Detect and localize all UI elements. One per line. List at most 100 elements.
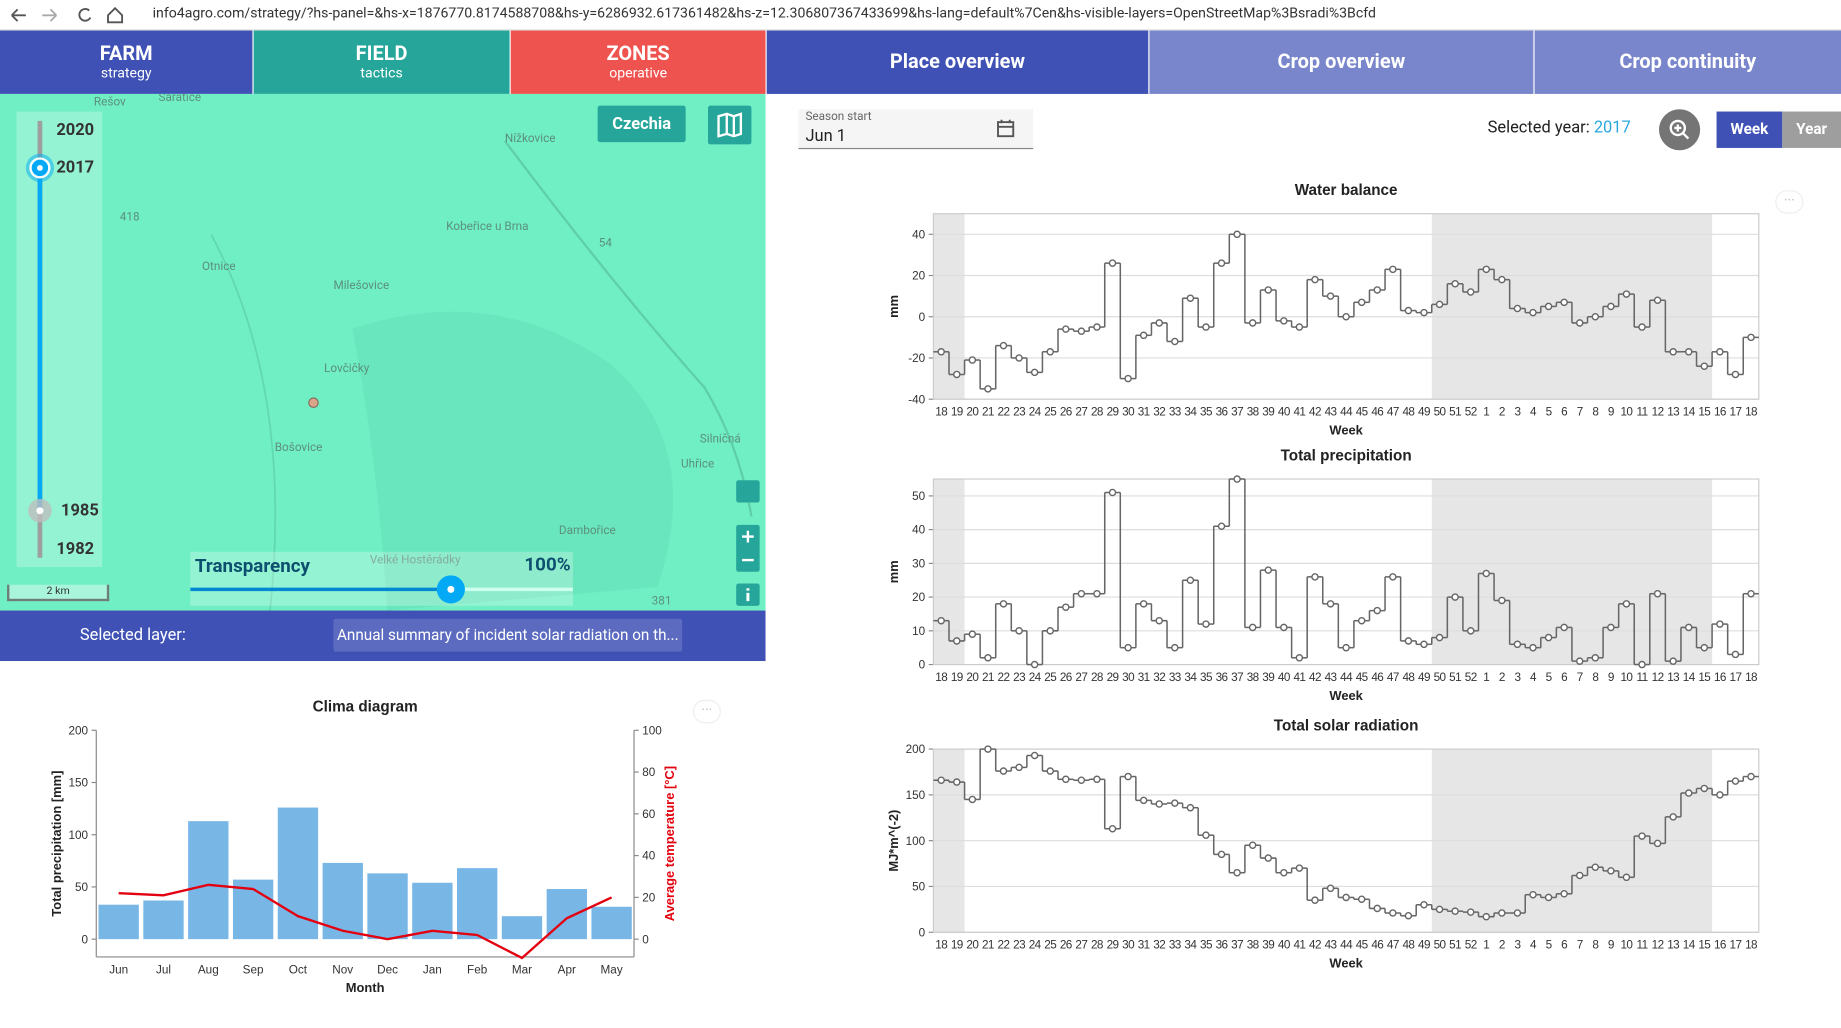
point <box>937 616 945 625</box>
point <box>1653 589 1662 598</box>
season-start-field[interactable]: Season start Jun 1 <box>798 109 1034 150</box>
view-tab[interactable]: Crop continuity <box>1534 30 1841 94</box>
x-tick-label: 24 <box>1029 939 1042 952</box>
point <box>937 776 945 784</box>
chart-menu[interactable]: ··· <box>692 699 721 724</box>
point <box>1575 657 1584 665</box>
view-tab[interactable]: Place overview <box>766 30 1149 94</box>
zoom-icons <box>742 530 754 562</box>
y2-tick-label: 40 <box>642 850 656 863</box>
x-tick-label: 42 <box>1309 406 1321 419</box>
view-tab[interactable]: Crop overview <box>1149 30 1534 94</box>
y-tick-label: -40 <box>908 393 925 406</box>
point <box>1108 259 1117 267</box>
x-tick-label: 5 <box>1546 939 1553 952</box>
url[interactable]: info4agro.com/strategy/?hs-panel=&hs-x=1… <box>152 4 1376 22</box>
x-tick-label: 45 <box>1356 406 1369 419</box>
x-tick-label: 5 <box>1546 406 1553 419</box>
transparency-slider[interactable]: Transparency 100% <box>190 551 573 606</box>
point <box>1435 300 1444 309</box>
point <box>953 370 961 379</box>
point <box>1217 850 1226 859</box>
point <box>968 356 977 364</box>
x-tick-label: 33 <box>1169 406 1182 419</box>
plot-frame <box>932 748 1760 933</box>
point <box>1326 884 1335 893</box>
x-tick-label: 27 <box>1075 939 1087 952</box>
y-tick-label: 150 <box>906 789 926 802</box>
x-tick-label: 10 <box>1620 406 1633 419</box>
x-tick-label: 3 <box>1514 671 1521 684</box>
x-tick-label: May <box>601 963 623 976</box>
x-tick-label: 9 <box>1608 671 1614 684</box>
compass-button[interactable] <box>736 480 760 503</box>
selected-layer-button[interactable]: Annual summary of incident solar radiati… <box>333 618 683 652</box>
y-tick-label: -20 <box>908 352 925 365</box>
map[interactable]: 381 54 418 Velké Hostěrádky Dambořice Uhřice S… <box>0 93 766 611</box>
week-button[interactable]: Week <box>1716 111 1783 148</box>
layers-button[interactable] <box>707 105 752 145</box>
x-tick-label: Dec <box>377 963 398 976</box>
x-tick-label: 20 <box>966 406 979 419</box>
browser-nav-icons <box>11 6 124 24</box>
point <box>1342 312 1350 321</box>
chart-menu[interactable]: ··· <box>1775 190 1804 214</box>
x-tick-label: 22 <box>998 939 1010 952</box>
x-tick-label: 40 <box>1278 671 1291 684</box>
x-tick-label: 25 <box>1044 671 1057 684</box>
chart-title: Total precipitation <box>1281 447 1412 464</box>
point <box>1280 317 1288 325</box>
point <box>1513 640 1522 649</box>
country-button[interactable]: Czechia <box>597 105 686 143</box>
selected-layer-bar: Selected layer: Annual summary of incide… <box>0 610 766 662</box>
x-tick-label: 33 <box>1169 939 1182 952</box>
point <box>1622 600 1631 608</box>
point <box>1451 593 1459 601</box>
x-tick-label: 19 <box>951 939 963 952</box>
point <box>1342 643 1350 652</box>
season-shade <box>933 749 965 933</box>
tab-field[interactable]: FIELD tactics <box>253 30 510 94</box>
point <box>1716 348 1724 356</box>
point <box>1155 800 1163 808</box>
point <box>1716 620 1724 628</box>
point <box>1171 643 1179 652</box>
tab-subtitle: operative <box>609 64 668 82</box>
point <box>1202 620 1210 628</box>
x-tick-label: 38 <box>1247 939 1260 952</box>
next-arrow[interactable] <box>1714 530 1752 569</box>
zoom-search-button[interactable] <box>1659 109 1701 151</box>
y-tick-label: 200 <box>68 724 88 737</box>
x-tick-label: 11 <box>1637 671 1648 684</box>
info-button[interactable] <box>736 583 760 606</box>
tab-zones[interactable]: ZONES operative <box>510 30 766 94</box>
point <box>1186 294 1195 302</box>
point <box>1326 600 1335 608</box>
bar <box>143 900 184 940</box>
zoom-buttons[interactable] <box>736 524 760 572</box>
point <box>1171 799 1179 807</box>
x-tick-label: 22 <box>998 406 1010 419</box>
x-tick-label: 21 <box>982 671 994 684</box>
place-label: 418 <box>119 211 140 225</box>
tab-title: FIELD <box>355 42 408 66</box>
x-tick-label: Jan <box>423 963 442 976</box>
x-tick-label: 18 <box>935 939 948 952</box>
tab-farm[interactable]: FARM strategy <box>0 30 253 94</box>
point <box>1295 323 1304 331</box>
place-label: Lovčičky <box>324 362 370 376</box>
x-tick-label: 28 <box>1091 939 1104 952</box>
x-tick-label: 27 <box>1075 406 1087 419</box>
x-tick-label: Oct <box>289 963 308 976</box>
year-slider[interactable]: 2020 2017 1985 1982 <box>16 111 103 568</box>
x-tick-label: 45 <box>1356 939 1369 952</box>
x-tick-label: 30 <box>1122 406 1135 419</box>
point <box>999 341 1008 350</box>
bar <box>412 882 453 940</box>
x-tick-label: 20 <box>966 671 979 684</box>
year-button[interactable]: Year <box>1782 111 1841 148</box>
point <box>1062 325 1070 333</box>
point <box>999 600 1008 608</box>
bar <box>367 873 408 940</box>
point <box>1015 763 1023 772</box>
